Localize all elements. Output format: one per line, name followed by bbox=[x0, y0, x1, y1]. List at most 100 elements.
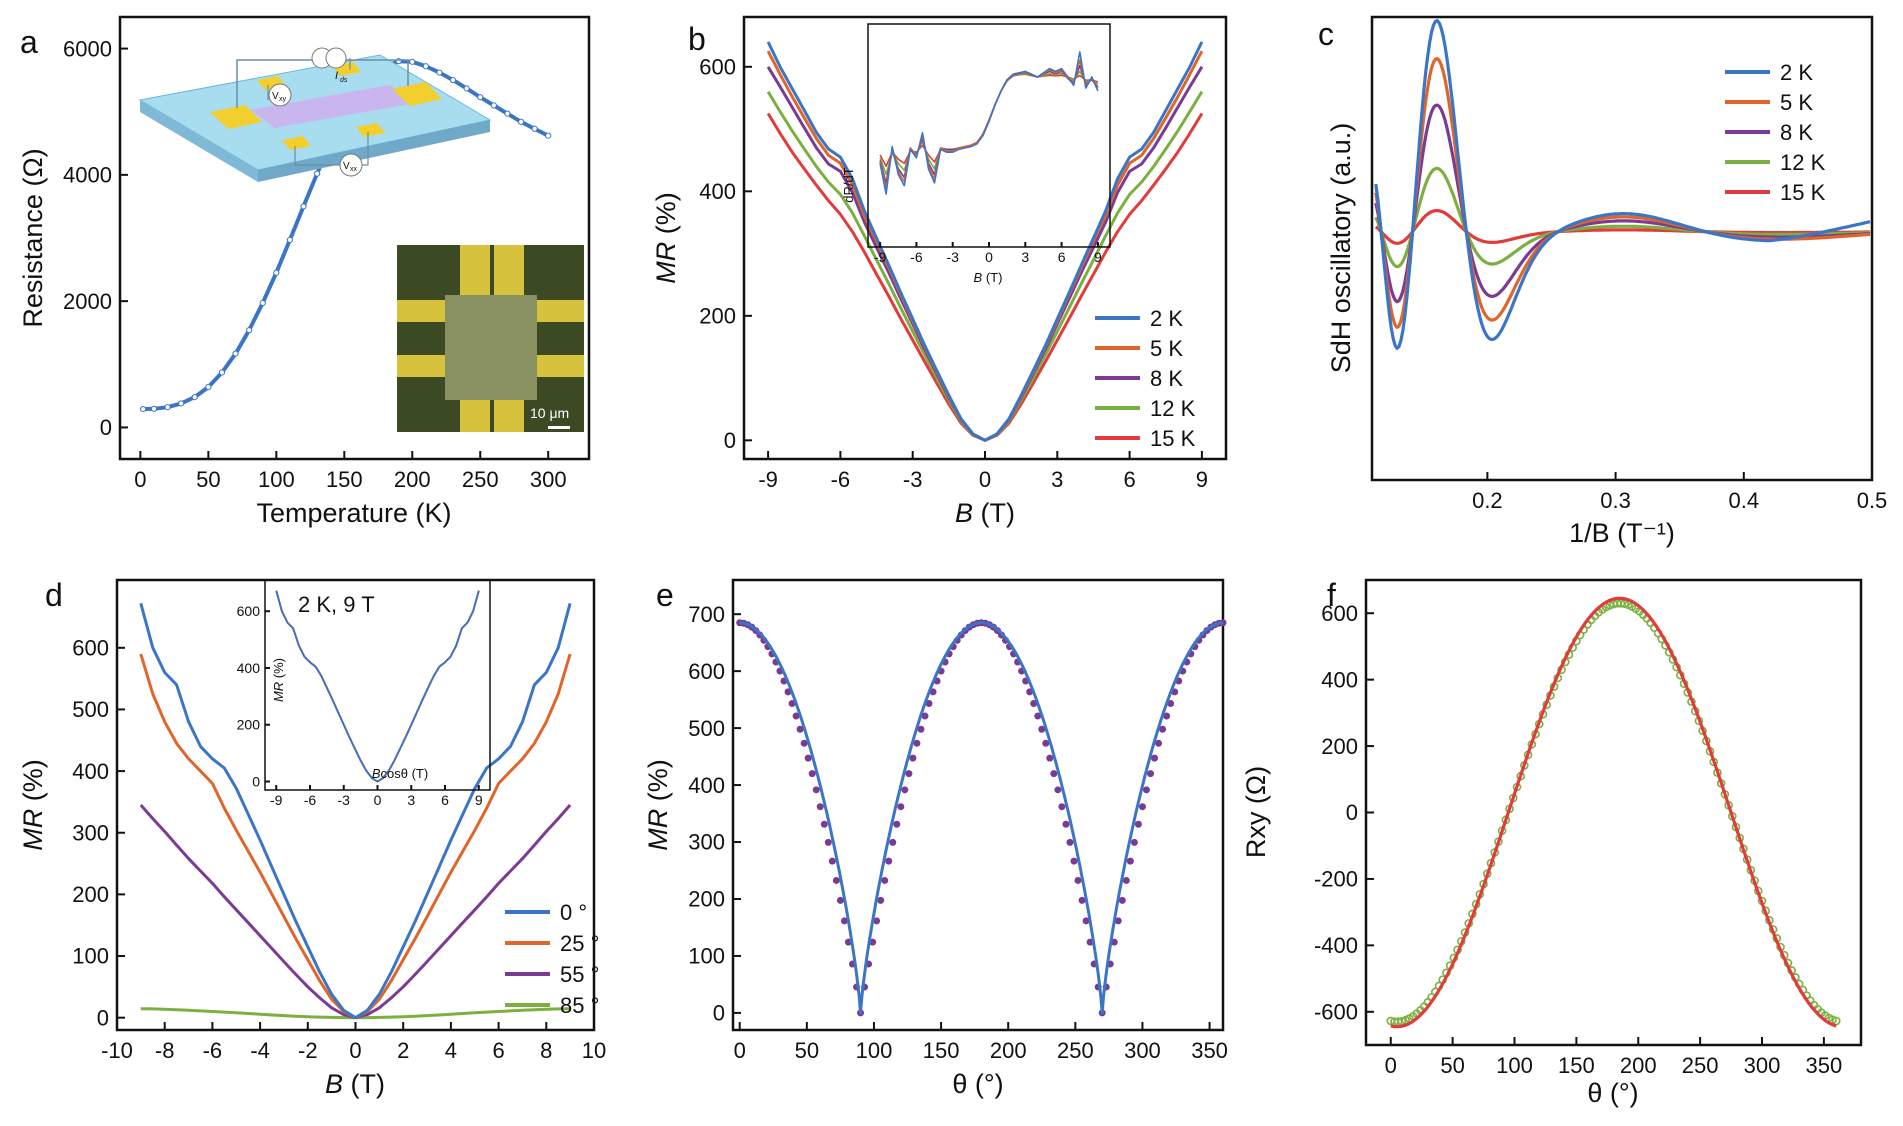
x-tick-label: -3 bbox=[903, 467, 923, 492]
x-tick-label: 100 bbox=[258, 467, 295, 492]
x-tick-label: 50 bbox=[1440, 1053, 1464, 1078]
data-point bbox=[1062, 820, 1070, 828]
y-tick-label: 0 bbox=[97, 1005, 109, 1030]
inset-y-tick-label: 600 bbox=[237, 603, 261, 619]
y-tick-label: 300 bbox=[688, 830, 725, 855]
y-tick-label: 400 bbox=[688, 773, 725, 798]
panel-label: f bbox=[1327, 577, 1336, 613]
legend-label: 55 ° bbox=[560, 962, 599, 987]
x-tick-label: 0 bbox=[134, 467, 146, 492]
inset-curve bbox=[275, 590, 480, 783]
panel-label: a bbox=[20, 24, 38, 60]
legend-label: 15 K bbox=[1780, 180, 1826, 205]
inset-x-tick-label: 6 bbox=[1058, 249, 1066, 265]
data-point bbox=[1070, 857, 1078, 865]
data-point bbox=[885, 857, 893, 865]
y-tick-label: 400 bbox=[1321, 667, 1358, 692]
y-axis-label: SdH oscillatory (a.u.) bbox=[1326, 123, 1356, 374]
tick-group: -9 -6 -3 0 3 6 9 0 200 400 600 bbox=[699, 55, 1208, 492]
mr-curve bbox=[139, 653, 572, 1020]
inset-x-tick-label: 9 bbox=[475, 792, 483, 808]
data-point bbox=[1122, 876, 1130, 884]
inset-curve bbox=[275, 590, 480, 783]
x-axis-label: θ (°) bbox=[952, 1069, 1003, 1099]
data-point bbox=[788, 699, 796, 707]
inset-curve bbox=[879, 51, 1099, 195]
inset-x-tick-label: -3 bbox=[946, 249, 959, 265]
x-tick-label: 50 bbox=[795, 1038, 819, 1063]
data-point bbox=[140, 406, 147, 413]
scale-label: 10 μm bbox=[530, 405, 569, 421]
inset-series-group bbox=[275, 590, 480, 783]
plot-frame bbox=[115, 578, 596, 1032]
plot-frame bbox=[1370, 15, 1874, 482]
x-axis-label: Temperature (K) bbox=[256, 498, 451, 528]
schematic-label: ds bbox=[340, 77, 348, 84]
x-tick-label: 0 bbox=[349, 1038, 361, 1063]
data-point bbox=[804, 754, 812, 762]
y-tick-label: 200 bbox=[1321, 734, 1358, 759]
x-tick-label: 200 bbox=[1620, 1053, 1657, 1078]
data-point bbox=[873, 917, 881, 925]
data-point bbox=[824, 838, 832, 846]
sdh-curve bbox=[1374, 209, 1871, 245]
scale-bar bbox=[548, 426, 570, 429]
data-point bbox=[909, 754, 917, 762]
legend-label: 85 ° bbox=[560, 993, 599, 1018]
y-tick-label: 0 bbox=[100, 415, 112, 440]
data-point bbox=[1074, 876, 1082, 884]
data-point bbox=[314, 170, 321, 177]
data-point bbox=[1042, 739, 1050, 747]
data-point bbox=[545, 132, 552, 139]
plot-frame bbox=[1364, 578, 1863, 1047]
data-point bbox=[1142, 786, 1150, 794]
inset-frame bbox=[867, 23, 1111, 248]
fit-curve bbox=[1390, 596, 1837, 1029]
sdh-curve bbox=[1374, 19, 1871, 350]
data-point bbox=[1038, 725, 1046, 733]
x-tick-label: 6 bbox=[492, 1038, 504, 1063]
data-point bbox=[273, 269, 280, 276]
data-point bbox=[820, 820, 828, 828]
panel-f: f 0 50 100 150 200 250 300 350 -600 -400 -200 0 200 4… bbox=[1241, 577, 1863, 1108]
legend-label: 5 K bbox=[1780, 90, 1813, 115]
inset-curve bbox=[275, 590, 480, 783]
x-tick-label: 250 bbox=[462, 467, 499, 492]
sample-channel bbox=[445, 295, 537, 400]
y-tick-label: 0 bbox=[1346, 800, 1358, 825]
y-axis-label: Rxy (Ω) bbox=[1241, 766, 1271, 858]
data-point bbox=[1147, 770, 1155, 778]
y-tick-label: 400 bbox=[72, 759, 109, 784]
voltmeter bbox=[268, 83, 292, 107]
y-tick-label: 600 bbox=[699, 55, 736, 80]
data-point bbox=[1078, 896, 1086, 904]
x-axis-label: B (T) bbox=[325, 1069, 385, 1099]
x-tick-label: 0 bbox=[979, 467, 991, 492]
data-point bbox=[828, 857, 836, 865]
inset-condition-label: 2 K, 9 T bbox=[298, 592, 375, 617]
x-tick-label: -9 bbox=[758, 467, 778, 492]
x-tick-label: 2 bbox=[397, 1038, 409, 1063]
schematic-label: xx bbox=[350, 166, 358, 173]
y-tick-label: 0 bbox=[713, 1001, 725, 1026]
x-tick-label: 150 bbox=[326, 467, 363, 492]
inset-tick-group: -9 -6 -3 0 3 6 9 bbox=[874, 242, 1102, 265]
x-tick-label: -6 bbox=[831, 467, 851, 492]
inset-y-tick-label: 200 bbox=[237, 717, 261, 733]
data-point bbox=[1030, 699, 1038, 707]
inset-series-group bbox=[879, 51, 1099, 195]
panel-c: c 0.2 0.3 0.4 0.5 2 K 5 K 8 K 12 K 15 K 1/B (T⁻… bbox=[1318, 15, 1887, 548]
data-point bbox=[1163, 712, 1171, 720]
data-point bbox=[218, 369, 226, 376]
inset-x-axis-label: B (T) bbox=[974, 270, 1003, 285]
data-point bbox=[246, 327, 253, 334]
inset-x-tick-label: 6 bbox=[441, 792, 449, 808]
electrode bbox=[534, 300, 584, 322]
wire bbox=[267, 58, 351, 100]
mr-curve bbox=[766, 41, 1204, 442]
x-tick-label: -4 bbox=[250, 1038, 270, 1063]
y-axis-label: MR (%) bbox=[651, 192, 681, 284]
x-tick-label: -8 bbox=[155, 1038, 175, 1063]
